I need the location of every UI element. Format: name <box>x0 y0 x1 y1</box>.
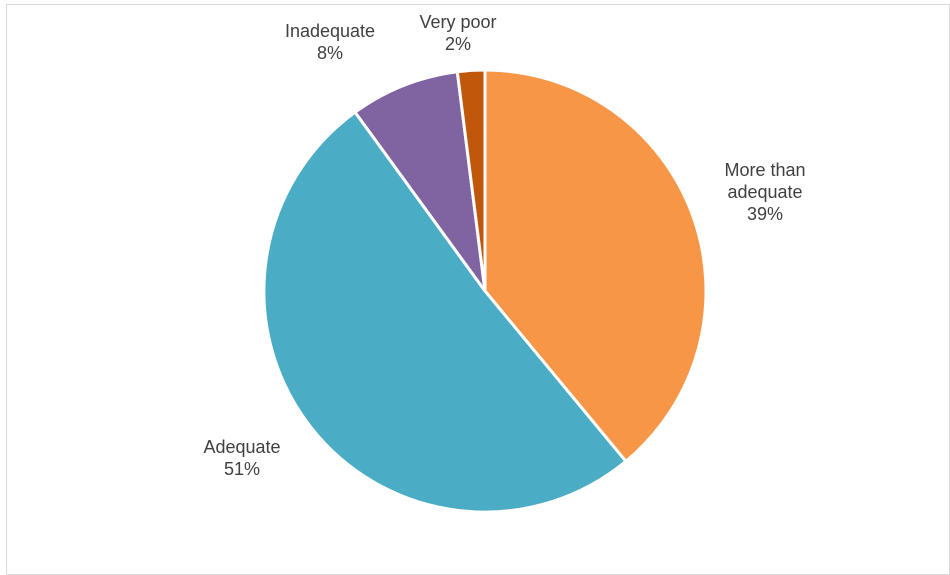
data-label-value: 8% <box>317 43 343 63</box>
data-label-category: Adequate <box>203 437 280 457</box>
data-label-adequate: Adequate 51% <box>203 437 280 479</box>
data-label-inadequate: Inadequate 8% <box>285 21 375 63</box>
data-label-value: 51% <box>224 459 260 479</box>
pie-slice-adequate <box>262 110 628 514</box>
data-label-value: 2% <box>445 34 471 54</box>
data-label-category: Inadequate <box>285 21 375 41</box>
pie-slice-more-than-adequate <box>483 68 708 463</box>
data-labels: More than adequate 39% Adequate 51% Inadequat… <box>203 12 805 479</box>
pie-slices <box>262 68 708 514</box>
data-label-value: 39% <box>747 204 783 224</box>
pie-slice-inadequate <box>353 70 487 293</box>
data-label-category: adequate <box>727 182 802 202</box>
data-label-more-than-adequate: More than adequate 39% <box>724 160 805 224</box>
pie-slice-very-poor <box>455 68 487 293</box>
data-label-category: Very poor <box>419 12 496 32</box>
data-label-category: More than <box>724 160 805 180</box>
data-label-very-poor: Very poor 2% <box>419 12 496 54</box>
